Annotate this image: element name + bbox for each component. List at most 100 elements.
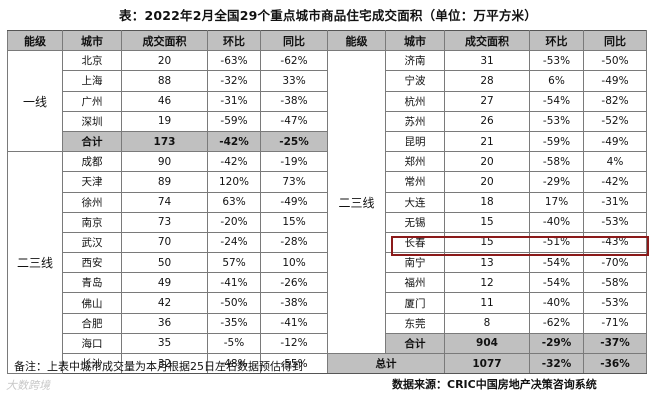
city-cell: 深圳 <box>62 110 122 132</box>
area-cell: 21 <box>444 130 530 153</box>
area-cell: 36 <box>121 312 208 334</box>
table-row: 天津 89 120% 73% 常州 20 -29% -42% <box>8 171 647 193</box>
mom-cell: -24% <box>207 231 261 254</box>
city-cell: 青岛 <box>62 272 122 294</box>
city-cell: 海口 <box>62 332 122 355</box>
city-cell: 苏州 <box>385 110 445 132</box>
area-cell: 73 <box>121 211 208 233</box>
table-row: 合计 173 -42% -25% 昆明 21 -59% -49% <box>8 130 647 153</box>
col-header-yoy: 同比 <box>583 29 647 52</box>
city-cell: 昆明 <box>385 130 445 153</box>
mom-cell: -53% <box>529 50 584 72</box>
area-cell: 90 <box>121 151 208 173</box>
data-source: 数据来源：CRIC中国房地产决策咨询系统 <box>392 378 597 391</box>
mom-cell: -59% <box>207 110 261 132</box>
city-cell: 佛山 <box>62 292 122 314</box>
city-cell: 南京 <box>62 211 122 233</box>
table-row: 西安 50 57% 10% 南宁 13 -54% -70% <box>8 252 647 274</box>
tier-label-right: 二三线 <box>327 50 386 354</box>
col-header-tier: 能级 <box>327 29 386 52</box>
city-cell: 厦门 <box>385 292 445 314</box>
yoy-cell: -55% <box>260 352 328 375</box>
area-cell: 49 <box>121 272 208 294</box>
table-row: 海口 35 -5% -12% 合计 904 -29% -37% <box>8 332 647 355</box>
yoy-cell: 15% <box>260 211 328 233</box>
mom-cell: -48% <box>207 352 261 375</box>
yoy-cell: -50% <box>583 50 647 72</box>
area-cell: 50 <box>121 252 208 274</box>
table-title: 表：2022年2月全国29个重点城市商品住宅成交面积（单位：万平方米） <box>119 8 537 23</box>
table-row: 一线 北京 20 -63% -62% 二三线 济南 31 -53% -50% <box>7 50 647 354</box>
mom-cell: -50% <box>207 292 261 314</box>
table-row: 徐州 74 63% -49% 大连 18 17% -31% <box>8 191 647 213</box>
yoy-cell: 33% <box>260 70 328 92</box>
city-cell: 杭州 <box>385 90 445 112</box>
city-cell: 徐州 <box>62 191 122 213</box>
city-cell: 长沙 <box>62 352 122 375</box>
yoy-cell: -53% <box>583 211 647 233</box>
city-cell: 成都 <box>62 151 122 173</box>
area-cell: 27 <box>444 90 530 112</box>
yoy-cell: -12% <box>260 332 328 355</box>
area-cell: 13 <box>444 252 530 274</box>
area-cell: 8 <box>444 312 530 334</box>
col-header-tier: 能级 <box>7 29 63 52</box>
tier-label-tier1: 一线 <box>7 50 63 153</box>
yoy-cell: -28% <box>260 231 328 254</box>
data-table-wrapper: 能级 城市 成交面积 环比 同比 能级 城市 成交面积 环比 同比 一线 北京 … <box>7 29 647 375</box>
mom-cell: -29% <box>529 171 584 193</box>
city-cell: 北京 <box>62 50 122 72</box>
city-cell: 济南 <box>385 50 445 72</box>
city-cell: 西安 <box>62 252 122 274</box>
area-cell: 46 <box>121 90 208 112</box>
mom-cell: -59% <box>529 130 584 153</box>
yoy-cell: -41% <box>260 312 328 334</box>
col-header-city: 城市 <box>385 29 445 52</box>
mom-cell: -63% <box>207 50 261 72</box>
mom-cell: 57% <box>207 252 261 274</box>
area-cell: 12 <box>444 272 530 294</box>
watermark: 大数跨境 <box>6 379 50 392</box>
subtotal-yoy: -25% <box>260 130 328 153</box>
yoy-cell: -43% <box>583 231 647 254</box>
city-cell: 上海 <box>62 70 122 92</box>
total-yoy: -36% <box>583 352 647 375</box>
subtotal-mom: -42% <box>207 130 261 153</box>
area-cell: 28 <box>444 70 530 92</box>
city-cell: 郑州 <box>385 151 445 173</box>
table-row: 南京 73 -20% 15% 无锡 15 -40% -53% <box>8 211 647 233</box>
yoy-cell: -82% <box>583 90 647 112</box>
subtotal-mom: -29% <box>529 332 584 355</box>
area-cell: 35 <box>121 332 208 355</box>
mom-cell: -31% <box>207 90 261 112</box>
mom-cell: -5% <box>207 332 261 355</box>
city-cell: 大连 <box>385 191 445 213</box>
mom-cell: 6% <box>529 70 584 92</box>
yoy-cell: -49% <box>583 130 647 153</box>
mom-cell: -54% <box>529 90 584 112</box>
yoy-cell: -49% <box>260 191 328 213</box>
table-row: 长沙 32 -48% -55% 总计 1077 -32% -36% <box>8 352 647 375</box>
area-cell: 26 <box>444 110 530 132</box>
city-cell: 广州 <box>62 90 122 112</box>
table-row: 佛山 42 -50% -38% 厦门 11 -40% -53% <box>8 292 647 314</box>
yoy-cell: -53% <box>583 292 647 314</box>
yoy-cell: -42% <box>583 171 647 193</box>
area-cell: 20 <box>121 50 208 72</box>
city-cell: 无锡 <box>385 211 445 233</box>
footnote: 备注：上表中城市成交量为本月根据25日左右数据预估得到 <box>14 360 303 373</box>
col-header-mom: 环比 <box>529 29 584 52</box>
yoy-cell: -47% <box>260 110 328 132</box>
mom-cell: -40% <box>529 211 584 233</box>
header-row: 能级 城市 成交面积 环比 同比 能级 城市 成交面积 环比 同比 <box>7 29 647 52</box>
subtotal-label: 合计 <box>385 332 445 355</box>
total-label: 总计 <box>327 352 445 375</box>
yoy-cell: 73% <box>260 171 328 193</box>
mom-cell: -62% <box>529 312 584 334</box>
yoy-cell: 10% <box>260 252 328 274</box>
table-row: 深圳 19 -59% -47% 苏州 26 -53% -52% <box>8 110 647 132</box>
mom-cell: -58% <box>529 151 584 173</box>
mom-cell: -35% <box>207 312 261 334</box>
col-header-yoy: 同比 <box>260 29 328 52</box>
mom-cell: -40% <box>529 292 584 314</box>
